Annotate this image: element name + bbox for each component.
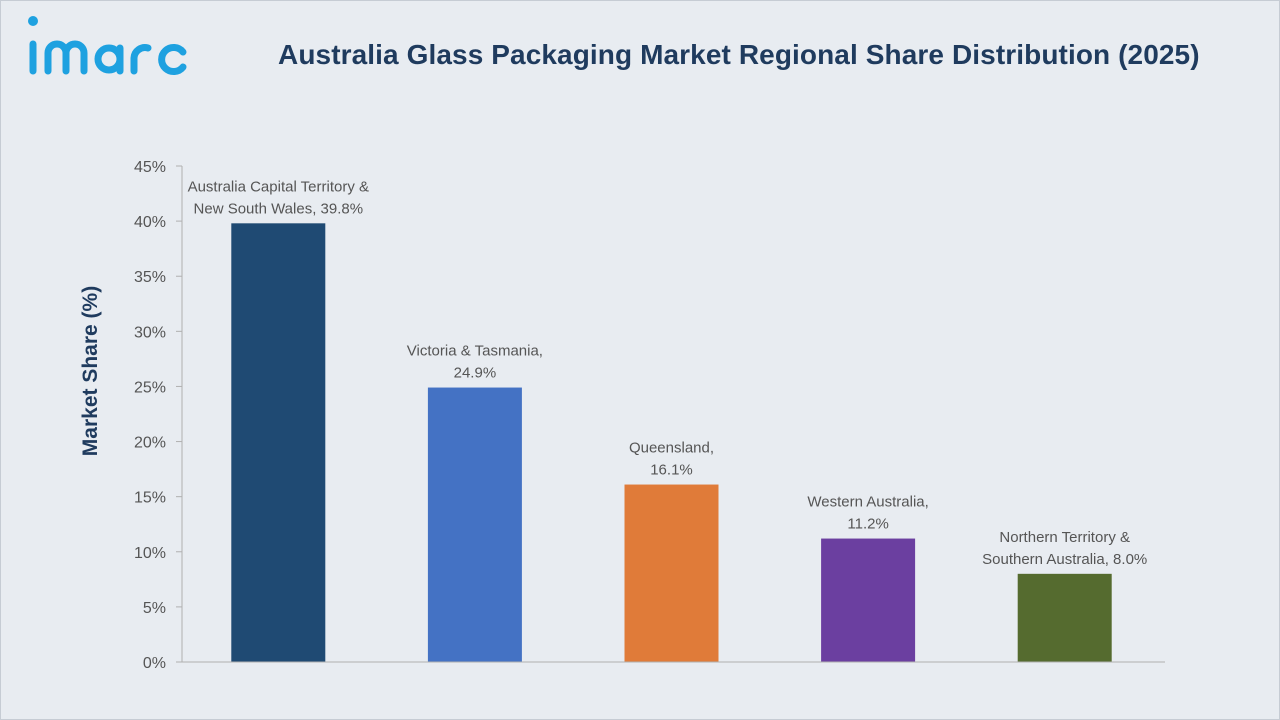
y-axis-label: Market Share (%) [79, 286, 102, 456]
data-label: Australia Capital Territory & New South W… [188, 178, 369, 217]
imarc-logo [28, 16, 187, 75]
data-label: Victoria & Tasmania, 24.9% [407, 343, 543, 382]
data-label: Queensland, 16.1% [629, 440, 714, 479]
y-tick-label: 0% [143, 655, 166, 672]
y-tick-label: 30% [134, 324, 166, 341]
data-label: Western Australia, 11.2% [807, 494, 928, 533]
y-tick-label: 15% [134, 490, 166, 507]
y-tick-label: 35% [134, 269, 166, 286]
bar [624, 484, 719, 662]
chart-title: Australia Glass Packaging Market Regiona… [278, 39, 1200, 70]
y-tick-label: 25% [134, 379, 166, 396]
bar [427, 387, 522, 662]
y-tick-label: 20% [134, 435, 166, 452]
bar [1017, 573, 1112, 662]
y-tick-label: 5% [143, 600, 166, 617]
data-label: Northern Territory & Southern Australia, … [982, 529, 1147, 568]
y-tick-label: 45% [134, 159, 166, 176]
y-tick-label: 10% [134, 545, 166, 562]
bar [231, 223, 326, 662]
bar [821, 538, 916, 662]
y-tick-label: 40% [134, 214, 166, 231]
